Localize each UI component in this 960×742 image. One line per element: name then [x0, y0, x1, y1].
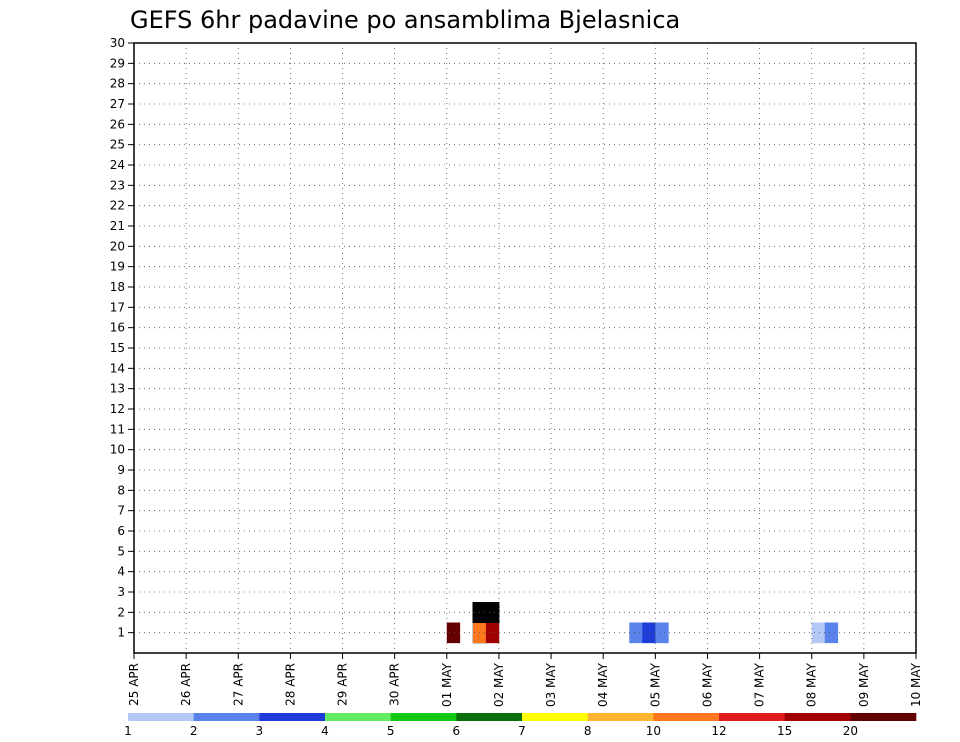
chart-title: GEFS 6hr padavine po ansamblima Bjelasni… [130, 6, 680, 34]
x-tick-label: 09 MAY [857, 662, 871, 707]
y-tick-label: 13 [110, 382, 125, 396]
legend-label: 1 [124, 724, 132, 738]
x-tick-label: 28 APR [283, 663, 297, 706]
y-tick-label: 21 [110, 219, 125, 233]
heatmap-cells [446, 602, 839, 644]
x-tick-label: 27 APR [231, 663, 245, 706]
x-tick-label: 10 MAY [909, 662, 923, 707]
y-tick-label: 12 [110, 402, 125, 416]
legend-swatch [653, 713, 720, 721]
legend-label: 8 [584, 724, 592, 738]
heatmap-cell [655, 622, 669, 644]
legend-label: 20 [843, 724, 858, 738]
legend-swatch [784, 713, 851, 721]
x-tick-label: 25 APR [127, 663, 141, 706]
y-tick-label: 10 [110, 443, 125, 457]
y-tick-label: 20 [110, 239, 125, 253]
legend-label: 2 [190, 724, 198, 738]
x-tick-label: 30 APR [388, 663, 402, 706]
y-tick-label: 4 [117, 565, 125, 579]
x-tick-label: 05 MAY [648, 662, 662, 707]
y-tick-label: 17 [110, 300, 125, 314]
y-tick-label: 3 [117, 585, 125, 599]
legend-label: 12 [711, 724, 726, 738]
heatmap-cell [642, 622, 656, 644]
heatmap-cell [446, 622, 461, 644]
y-tick-label: 29 [110, 56, 125, 70]
y-tick-label: 16 [110, 321, 125, 335]
y-tick-label: 8 [117, 483, 125, 497]
legend-swatch [850, 713, 917, 721]
grid-lines [134, 42, 916, 653]
x-tick-label: 01 MAY [440, 662, 454, 707]
legend-swatch [325, 713, 391, 721]
color-legend: 1 2 3 4 5 6 7 8 10 12 15 20 [124, 713, 917, 738]
legend-label: 4 [321, 724, 329, 738]
legend-swatch [259, 713, 326, 721]
y-tick-label: 28 [110, 77, 125, 91]
legend-swatch [522, 713, 588, 721]
y-tick-label: 25 [110, 138, 125, 152]
y-tick-label: 30 [110, 36, 125, 50]
legend-swatch [128, 713, 194, 721]
x-tick-label: 04 MAY [596, 662, 610, 707]
y-tick-label: 18 [110, 280, 125, 294]
x-tick-label: 26 APR [179, 663, 193, 706]
y-tick-label: 7 [117, 504, 125, 518]
legend-label: 10 [646, 724, 661, 738]
legend-label: 5 [387, 724, 395, 738]
y-tick-label: 2 [117, 605, 125, 619]
x-axis-ticks: 25 APR 26 APR 27 APR 28 APR 29 APR 30 APR 01 M… [127, 653, 923, 707]
legend-label: 15 [777, 724, 792, 738]
y-tick-label: 1 [117, 626, 125, 640]
legend-label: 7 [518, 724, 526, 738]
heatmap-cell [629, 622, 643, 644]
y-tick-label: 6 [117, 524, 125, 538]
legend-swatch [456, 713, 523, 721]
heatmap-cell [824, 622, 839, 644]
x-tick-label: 08 MAY [805, 662, 819, 707]
x-tick-label: 29 APR [336, 663, 350, 706]
y-tick-label: 15 [110, 341, 125, 355]
legend-swatch [390, 713, 457, 721]
x-tick-label: 07 MAY [753, 662, 767, 707]
legend-swatch [719, 713, 785, 721]
y-tick-label: 19 [110, 260, 125, 274]
legend-label: 6 [453, 724, 461, 738]
y-tick-label: 24 [110, 158, 125, 172]
y-tick-label: 11 [110, 422, 125, 436]
y-tick-label: 22 [110, 199, 125, 213]
legend-swatch [193, 713, 260, 721]
y-tick-label: 14 [110, 361, 125, 375]
y-axis-ticks: 1234567891011121314151617181920212223242… [110, 36, 134, 640]
y-tick-label: 26 [110, 117, 125, 131]
legend-swatch [587, 713, 654, 721]
heatmap-cell [485, 622, 500, 644]
x-tick-label: 02 MAY [492, 662, 506, 707]
heatmap-cell [485, 602, 500, 623]
y-tick-label: 27 [110, 97, 125, 111]
x-tick-label: 06 MAY [700, 662, 714, 707]
y-tick-label: 5 [117, 544, 125, 558]
legend-label: 3 [256, 724, 264, 738]
y-tick-label: 9 [117, 463, 125, 477]
y-tick-label: 23 [110, 178, 125, 192]
heatmap-cell [811, 622, 826, 644]
x-tick-label: 03 MAY [544, 662, 558, 707]
